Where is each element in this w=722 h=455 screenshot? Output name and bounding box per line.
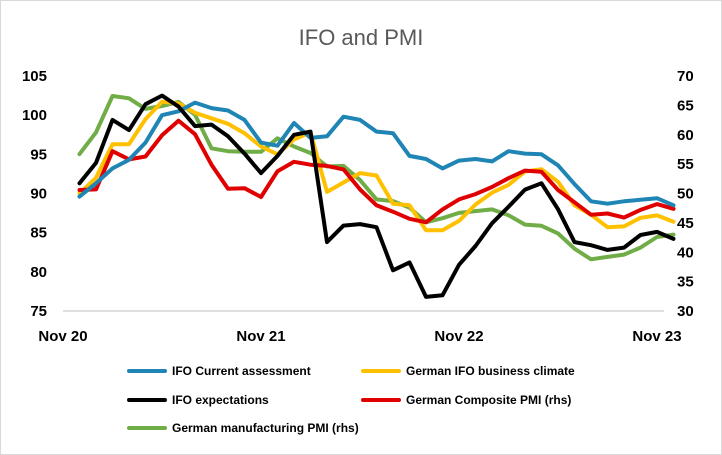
y-right-tick-label: 55 <box>677 156 694 173</box>
legend: IFO Current assessment German IFO busines… <box>127 364 575 435</box>
legend-entry: German manufacturing PMI (rhs) <box>127 421 359 435</box>
y-right-tick-label: 40 <box>677 244 694 261</box>
y-right-tick-label: 60 <box>677 127 694 144</box>
y-left-tick-label: 95 <box>30 146 47 163</box>
legend-label: German manufacturing PMI (rhs) <box>172 421 359 435</box>
series-line-1 <box>77 99 676 233</box>
y-left-tick-label: 85 <box>30 225 47 242</box>
legend-entry: IFO Current assessment <box>127 364 311 378</box>
x-tick-label: Nov 22 <box>434 328 483 345</box>
y-right-tick-label: 35 <box>677 274 694 291</box>
series-line-3 <box>77 118 676 225</box>
y-left-tick-label: 90 <box>30 186 47 203</box>
legend-label: German Composite PMI (rhs) <box>406 393 571 407</box>
y-right-tick-label: 65 <box>677 97 694 114</box>
legend-entry: IFO expectations <box>127 393 269 407</box>
legend-label: IFO Current assessment <box>172 364 311 378</box>
legend-entry: German IFO business climate <box>361 364 575 378</box>
legend-label: IFO expectations <box>172 393 269 407</box>
legend-label: German IFO business climate <box>406 364 575 378</box>
y-left-tick-label: 100 <box>22 107 47 124</box>
series-line-0 <box>77 100 676 208</box>
y-right-tick-label: 70 <box>677 68 694 85</box>
series-layer <box>77 93 676 299</box>
x-tick-label: Nov 23 <box>632 328 681 345</box>
chart-title: IFO and PMI <box>299 25 424 50</box>
y-left-tick-label: 75 <box>30 303 47 320</box>
axes: Nov 20 Nov 21 Nov 22 Nov 23 75 80 85 90 95 100 105… <box>22 68 694 345</box>
y-right-tick-label: 50 <box>677 186 694 203</box>
series-line-2 <box>77 93 676 299</box>
y-right-tick-label: 45 <box>677 215 694 232</box>
y-right-tick-label: 30 <box>677 303 694 320</box>
legend-entry: German Composite PMI (rhs) <box>361 393 571 407</box>
x-tick-label: Nov 21 <box>236 328 285 345</box>
x-tick-label: Nov 20 <box>38 328 87 345</box>
y-left-tick-label: 105 <box>22 68 47 85</box>
y-left-tick-label: 80 <box>30 264 47 281</box>
